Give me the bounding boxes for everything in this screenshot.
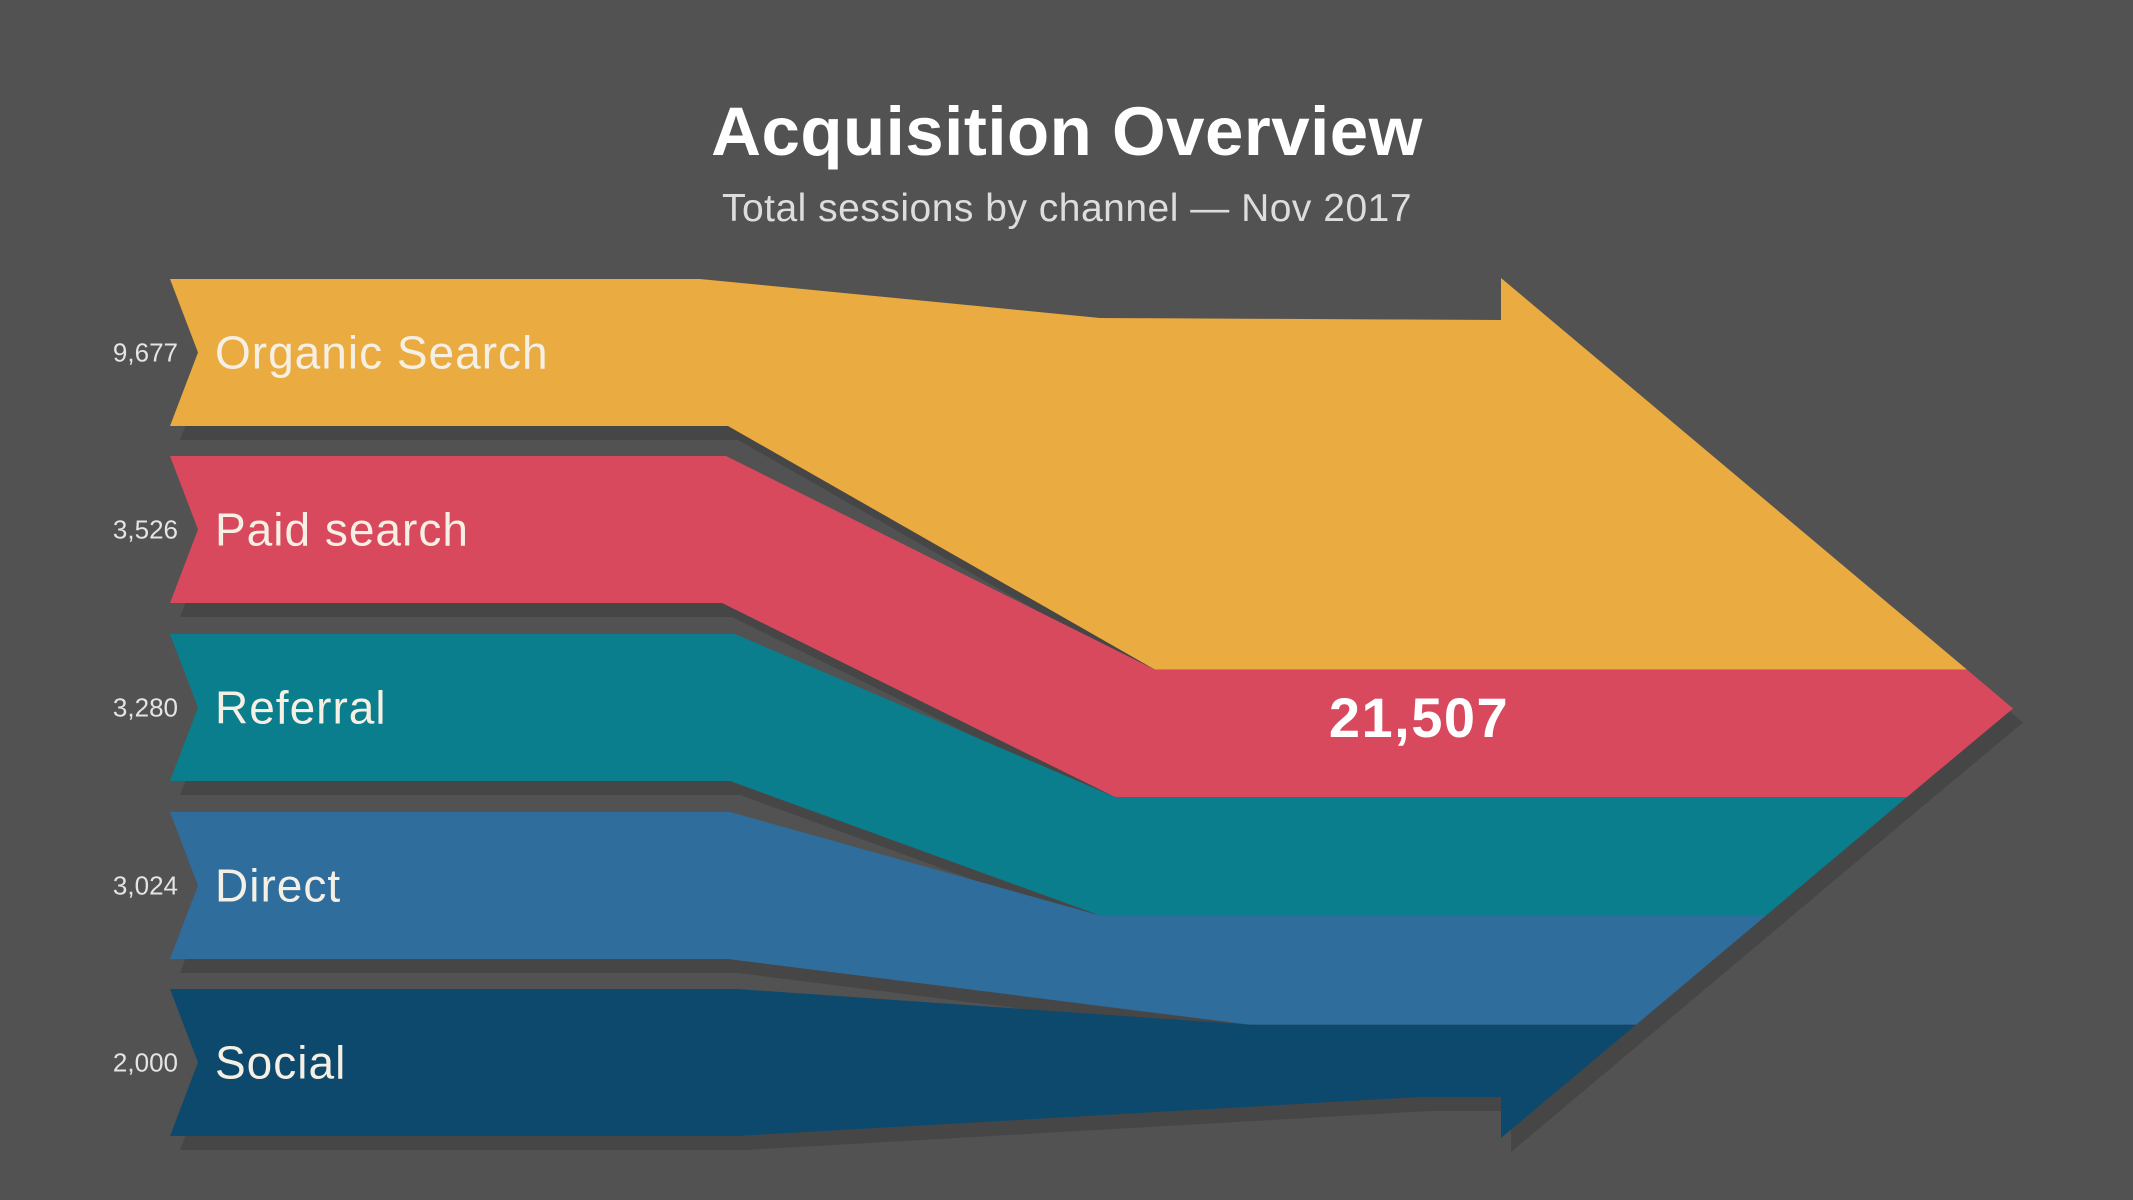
band-referral — [170, 634, 1907, 916]
channel-label-paid-search: Paid search — [215, 504, 469, 556]
value-label-direct: 3,024 — [113, 871, 178, 901]
band-direct — [170, 812, 1766, 1025]
channel-label-organic-search: Organic Search — [215, 327, 549, 379]
page-title: Acquisition Overview — [711, 93, 1423, 170]
value-label-organic-search: 9,677 — [113, 338, 178, 368]
band-social — [170, 989, 1636, 1138]
channel-label-direct: Direct — [215, 860, 341, 912]
band-organic-search — [170, 278, 1967, 670]
channel-label-referral: Referral — [215, 682, 387, 734]
page-subtitle: Total sessions by channel — Nov 2017 — [722, 187, 1412, 230]
value-label-social: 2,000 — [113, 1048, 178, 1078]
channel-label-social: Social — [215, 1037, 346, 1089]
total-sessions-label: 21,507 — [1329, 686, 1509, 749]
value-label-referral: 3,280 — [113, 693, 178, 723]
band-paid-search — [170, 456, 2013, 797]
value-label-paid-search: 3,526 — [113, 515, 178, 545]
